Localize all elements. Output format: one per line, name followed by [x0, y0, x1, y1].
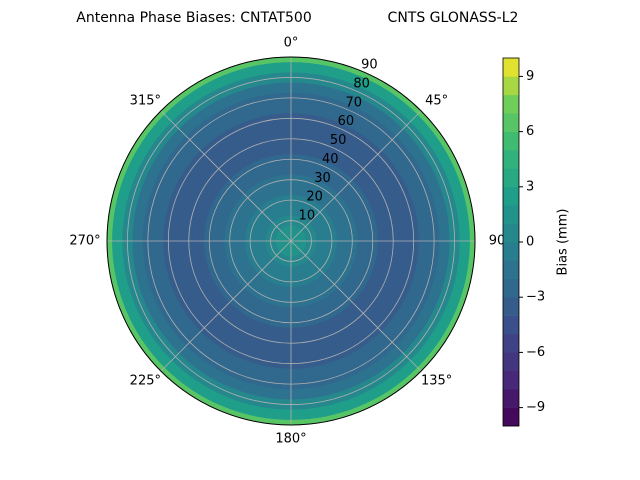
colorbar-band: [503, 315, 519, 335]
colorbar-tick-label: −3: [526, 290, 545, 305]
r-tick-label: 50: [330, 133, 347, 148]
grid-spoke: [160, 240, 292, 372]
colorbar-band: [503, 76, 519, 96]
colorbar-band: [503, 223, 519, 243]
colorbar-label: Bias (mm): [556, 209, 571, 276]
r-tick-label: 60: [338, 114, 355, 129]
theta-tick-label: 90: [489, 234, 506, 249]
colorbar-tick-label: 9: [526, 69, 534, 84]
theta-tick-label: 135°: [421, 374, 452, 389]
r-tick-label: 10: [299, 209, 316, 224]
r-tick-label: 70: [345, 95, 362, 110]
colorbar-band: [503, 389, 519, 408]
colorbar-tick-label: 0: [526, 235, 534, 250]
grid-spoke: [290, 240, 422, 372]
r-tick-label: 20: [306, 190, 323, 205]
colorbar-band: [503, 168, 519, 188]
colorbar-band: [503, 113, 519, 132]
colorbar-band: [503, 297, 519, 316]
colorbar-band: [503, 131, 519, 151]
chart-title: Antenna Phase Biases: CNTAT500: [76, 10, 312, 26]
colorbar-tick-label: −6: [526, 345, 545, 360]
colorbar-band: [503, 352, 519, 372]
chart-subtitle: CNTS GLONASS-L2: [388, 10, 519, 26]
r-tick-label: 90: [361, 58, 378, 73]
r-tick-label: 80: [353, 76, 370, 91]
colorbar-band: [503, 278, 519, 298]
colorbar-band: [503, 242, 519, 261]
theta-tick-label: 0°: [284, 36, 299, 51]
r-tick-label: 40: [322, 152, 339, 167]
theta-tick-label: 45°: [425, 93, 448, 108]
colorbar-band: [503, 334, 519, 353]
colorbar-band: [503, 94, 519, 114]
grid-spoke: [290, 110, 422, 242]
colorbar-band: [503, 407, 519, 427]
colorbar-band: [503, 186, 519, 206]
colorbar-band: [503, 150, 519, 169]
theta-tick-label: 225°: [130, 374, 161, 389]
colorbar-band: [503, 58, 519, 77]
theta-tick-label: 180°: [275, 432, 306, 447]
colorbar-band: [503, 370, 519, 390]
colorbar-tick-label: 3: [526, 179, 534, 194]
polar-frame: [106, 56, 476, 426]
grid-spoke: [160, 110, 292, 242]
colorbar-tick-label: 6: [526, 124, 534, 139]
colorbar-tick-label: −9: [526, 400, 545, 415]
theta-tick-label: 270°: [69, 234, 100, 249]
colorbar-band: [503, 205, 519, 224]
r-tick-label: 30: [314, 171, 331, 186]
colorbar-band: [503, 260, 519, 280]
theta-tick-label: 315°: [130, 93, 161, 108]
